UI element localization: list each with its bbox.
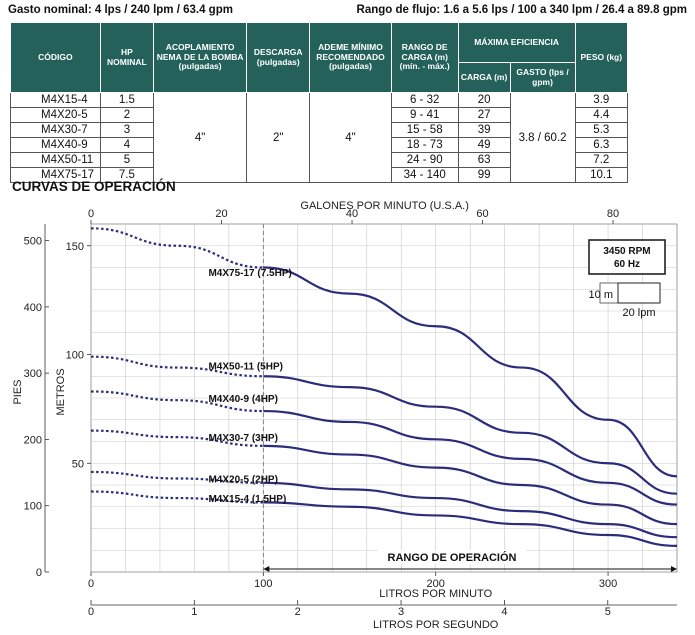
gpm-tick-label: 60 bbox=[476, 208, 488, 220]
lpm-tick-label: 0 bbox=[88, 578, 94, 590]
col-gasto: GASTO (lps / gpm) bbox=[509, 62, 576, 93]
meter-tick-label: 150 bbox=[66, 241, 84, 253]
scale-x-label: 20 lpm bbox=[622, 307, 655, 319]
cell-rango: 24 - 90 bbox=[390, 152, 459, 168]
cell-carga: 27 bbox=[457, 107, 511, 123]
feet-tick-label: 300 bbox=[24, 368, 42, 380]
scale-cell bbox=[617, 282, 661, 304]
cell-peso: 4.4 bbox=[574, 107, 629, 123]
cell-peso: 6.3 bbox=[574, 137, 629, 153]
spec-table: CÓDIGO HP NOMINAL ACOPLAMIENTO NEMA DE L… bbox=[10, 22, 629, 183]
col-rango: RANGO DE CARGA (m) (mín. - máx.) bbox=[390, 22, 459, 93]
series-label: M4X20-5 (2HP) bbox=[208, 474, 277, 485]
col-ademe: ADEME MÍNIMO RECOMENDADO (pulgadas) bbox=[309, 22, 392, 93]
col-eficiencia: MÁXIMA EFICIENCIA bbox=[457, 22, 576, 63]
cell-hp: 7.5 bbox=[99, 167, 155, 183]
hz-text: 60 Hz bbox=[614, 259, 640, 270]
cell-hp: 5 bbox=[99, 152, 155, 168]
lpm-tick-label: 200 bbox=[427, 578, 445, 590]
rpm-box bbox=[588, 239, 666, 275]
gpm-tick-label: 80 bbox=[607, 208, 619, 220]
feet-tick-label: 500 bbox=[24, 236, 42, 248]
scale-y-label: 10 m bbox=[589, 289, 613, 301]
curve-solid-4 bbox=[263, 481, 678, 539]
feet-tick-label: 400 bbox=[24, 302, 42, 314]
curve-dashed-4 bbox=[90, 470, 264, 484]
curve-solid-3 bbox=[263, 444, 678, 526]
curve-solid-2 bbox=[263, 409, 678, 506]
series-label: M4X15-4 (1.5HP) bbox=[208, 494, 286, 505]
curve-dashed-5 bbox=[90, 490, 264, 504]
meter-axis-label: METROS bbox=[55, 368, 67, 415]
curve-dashed-0 bbox=[90, 227, 264, 269]
lps-tick-label: 4 bbox=[501, 606, 507, 618]
cell-rango: 9 - 41 bbox=[390, 107, 459, 123]
cell-rango: 15 - 58 bbox=[390, 122, 459, 138]
cell-hp: 4 bbox=[99, 137, 155, 153]
cell-acoplamiento: 4" bbox=[153, 92, 248, 183]
lpm-tick-label: 100 bbox=[254, 578, 272, 590]
table-row: M4X75-17 7.5 34 - 140 99 10.1 bbox=[10, 167, 629, 183]
gpm-tick-label: 20 bbox=[215, 208, 227, 220]
operating-range-label: RANGO DE OPERACIÓN bbox=[388, 551, 517, 564]
col-hp: HP NOMINAL bbox=[99, 22, 155, 93]
lps-tick-label: 5 bbox=[605, 606, 611, 618]
col-carga: CARGA (m) bbox=[457, 62, 511, 93]
lpm-tick-label: 300 bbox=[599, 578, 617, 590]
feet-tick-label: 0 bbox=[36, 567, 42, 579]
lps-tick-label: 2 bbox=[295, 606, 301, 618]
table-row: M4X20-5 2 9 - 41 27 4.4 bbox=[10, 107, 629, 123]
lpm-axis-label: LITROS POR MINUTO bbox=[379, 588, 492, 600]
curve-solid-1 bbox=[263, 375, 678, 495]
feet-tick-label: 200 bbox=[24, 434, 42, 446]
gpm-tick-label: 0 bbox=[88, 208, 94, 220]
lps-tick-label: 3 bbox=[398, 606, 404, 618]
lps-tick-label: 1 bbox=[191, 606, 197, 618]
cell-codigo: M4X50-11 bbox=[10, 152, 101, 168]
cell-peso: 10.1 bbox=[574, 167, 629, 183]
cell-codigo: M4X30-7 bbox=[10, 122, 101, 138]
cell-ademe: 4" bbox=[309, 92, 392, 183]
series-label: M4X50-11 (5HP) bbox=[208, 361, 282, 372]
meter-tick-label: 50 bbox=[72, 458, 84, 470]
nominal-flow-text: Gasto nominal: 4 lps / 240 lpm / 63.4 gp… bbox=[8, 4, 233, 16]
series-label: M4X40-9 (4HP) bbox=[208, 394, 277, 405]
operating-range-arrow-head-right bbox=[671, 566, 677, 572]
curve-solid-0 bbox=[263, 266, 678, 478]
gpm-tick-label: 40 bbox=[346, 208, 358, 220]
cell-hp: 1.5 bbox=[99, 92, 155, 108]
series-label: M4X75-17 (7.5HP) bbox=[208, 268, 291, 279]
table-row: M4X50-11 5 24 - 90 63 7.2 bbox=[10, 152, 629, 168]
col-descarga: DESCARGA (pulgadas) bbox=[246, 22, 311, 93]
section-title: CURVAS DE OPERACIÓN bbox=[12, 179, 176, 194]
lps-axis-label: LITROS POR SEGUNDO bbox=[373, 619, 499, 631]
flow-range-text: Rango de flujo: 1.6 a 5.6 lps / 100 a 34… bbox=[356, 4, 687, 16]
operating-range-label-bg bbox=[378, 550, 526, 564]
cell-carga: 99 bbox=[457, 167, 511, 183]
rpm-text: 3450 RPM bbox=[603, 246, 650, 257]
lps-tick-label: 0 bbox=[88, 606, 94, 618]
col-codigo: CÓDIGO bbox=[10, 22, 101, 93]
cell-codigo: M4X20-5 bbox=[10, 107, 101, 123]
series-label: M4X30-7 (3HP) bbox=[208, 433, 277, 444]
cell-gasto: 3.8 / 60.2 bbox=[509, 92, 576, 183]
curve-dashed-2 bbox=[90, 390, 264, 413]
feet-tick-label: 100 bbox=[24, 501, 42, 513]
curve-dashed-1 bbox=[90, 355, 264, 378]
table-row: M4X40-9 4 18 - 73 49 6.3 bbox=[10, 137, 629, 153]
feet-axis-label: PIES bbox=[12, 379, 24, 404]
table-row: M4X30-7 3 15 - 58 39 5.3 bbox=[10, 122, 629, 138]
curve-dashed-3 bbox=[90, 429, 264, 447]
meter-tick-label: 100 bbox=[66, 350, 84, 362]
operating-range-arrow-head-left bbox=[263, 566, 270, 572]
table-row: M4X15-4 1.5 4" 2" 4" 6 - 32 20 3.8 / 60.… bbox=[10, 92, 629, 183]
col-peso: PESO (kg) bbox=[574, 22, 629, 93]
cell-peso: 7.2 bbox=[574, 152, 629, 168]
gpm-axis-label: GALONES POR MINUTO (U.S.A.) bbox=[300, 200, 469, 212]
curve-solid-5 bbox=[263, 501, 678, 547]
cell-descarga: 2" bbox=[246, 92, 311, 183]
cell-rango: 34 - 140 bbox=[390, 167, 459, 183]
